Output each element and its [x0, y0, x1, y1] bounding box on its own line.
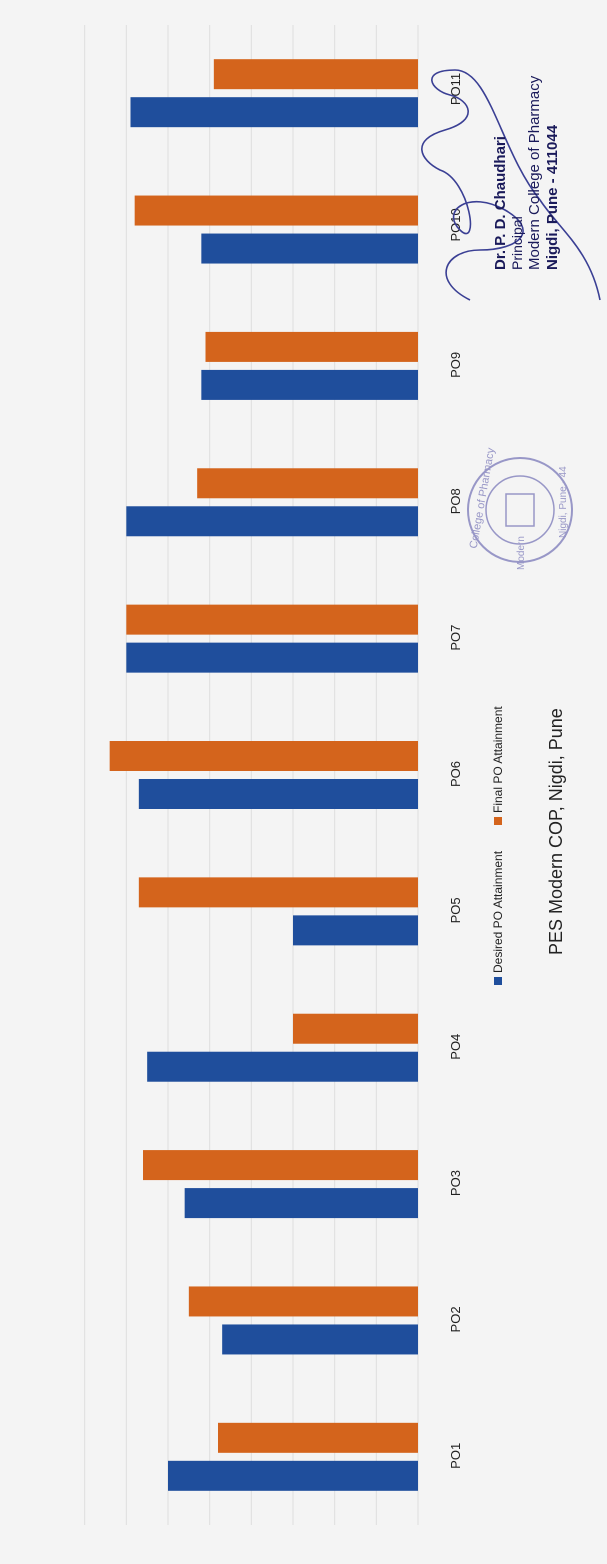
signature-block: Dr. P. D. Chaudhari Principal Modern Col…	[492, 75, 561, 270]
stamp-inner-ring	[485, 475, 555, 545]
signatory-org: Modern College of Pharmacy	[526, 75, 543, 270]
college-stamp: College of Pharmacy Nigdi, Pune - 44 Mod…	[467, 446, 573, 570]
signatory-address: Nigdi, Pune - 411044	[544, 124, 561, 270]
legend-swatch-final	[494, 817, 502, 825]
tick-label-po11: PO11	[448, 73, 463, 105]
tick-label-po2: PO2	[448, 1306, 463, 1332]
bar-desired-po9	[201, 369, 418, 400]
bar-desired-po11	[130, 97, 418, 128]
bar-final-po4	[293, 1013, 418, 1044]
tick-label-po1: PO1	[448, 1443, 463, 1469]
tick-label-po8: PO8	[448, 488, 463, 514]
bar-desired-po3	[184, 1188, 418, 1219]
legend-label-desired: Desired PO Attainment	[491, 850, 505, 973]
bar-final-po2	[188, 1286, 418, 1317]
chart-caption: PES Modern COP, Nigdi, Pune	[546, 708, 566, 955]
bar-desired-po5	[293, 915, 418, 946]
stamp-emblem	[505, 493, 535, 527]
tick-label-po6: PO6	[448, 761, 463, 787]
legend: Desired PO Attainment Final PO Attainmen…	[491, 706, 505, 985]
bar-desired-po10	[201, 233, 418, 264]
signatory-name: Dr. P. D. Chaudhari	[492, 136, 509, 270]
bar-final-po9	[205, 331, 418, 362]
bar-desired-po1	[168, 1460, 418, 1491]
bar-final-po3	[143, 1150, 418, 1181]
stamp-text-top: College of Pharmacy	[468, 446, 498, 549]
signatory-title: Principal	[509, 216, 525, 270]
bar-desired-po6	[138, 779, 419, 809]
bar-final-po6	[109, 741, 419, 771]
tick-label-po3: PO3	[448, 1170, 463, 1196]
signature-scribble	[421, 69, 601, 301]
bar-desired-po4	[147, 1051, 418, 1082]
bars	[109, 59, 419, 1491]
bar-desired-po2	[222, 1324, 418, 1355]
tick-label-po7: PO7	[448, 625, 463, 651]
bar-desired-po8	[126, 506, 418, 537]
legend-swatch-desired	[494, 977, 502, 985]
legend-label-final: Final PO Attainment	[491, 706, 505, 813]
bar-final-po5	[138, 877, 419, 908]
bar-final-po11	[213, 59, 418, 90]
stamp-text-left: Modern	[516, 536, 527, 570]
bar-final-po1	[218, 1422, 418, 1453]
bar-final-po8	[197, 468, 418, 499]
tick-label-po4: PO4	[448, 1034, 463, 1060]
tick-label-po5: PO5	[448, 897, 463, 923]
bar-final-po7	[126, 604, 418, 635]
tick-label-po9: PO9	[448, 352, 463, 378]
stamp-text-bottom: Nigdi, Pune - 44	[558, 466, 569, 538]
stamp-outer-ring	[467, 457, 573, 563]
bar-desired-po7	[126, 642, 418, 673]
bar-final-po10	[134, 195, 418, 226]
grid-lines	[84, 25, 419, 1525]
